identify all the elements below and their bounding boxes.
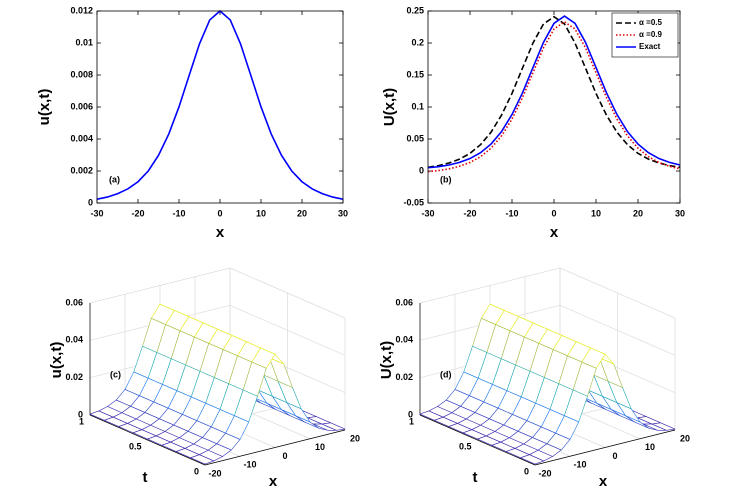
x-tick-label: 10 [315, 442, 325, 452]
data-line [427, 15, 681, 169]
y-tick-label: 0.1 [411, 101, 424, 111]
legend-label: α =0.5 [639, 18, 662, 27]
legend-label: Exact [639, 42, 661, 51]
data-line [427, 15, 681, 169]
y-axis-title: u(x,t) [36, 89, 53, 126]
x-tick-label: -20 [208, 468, 221, 478]
x-tick-label: -30 [421, 208, 434, 218]
x-tick-label: -20 [131, 208, 144, 218]
y-tick-label: 0.008 [70, 69, 93, 79]
z-tick-label: 0.04 [395, 335, 413, 345]
grid-line [559, 305, 676, 356]
y-tick-label: 0.15 [406, 69, 424, 79]
panel-label: (b) [440, 174, 452, 184]
x-tick-label: 20 [297, 208, 307, 218]
x-axis-title: x [269, 473, 278, 490]
axes-box [96, 10, 344, 204]
x-tick-label: -30 [90, 208, 103, 218]
x-tick-label: 0 [551, 208, 556, 218]
y-tick-label: 0.004 [70, 133, 93, 143]
x-axis-title: x [550, 224, 559, 241]
x-tick-label: -20 [538, 468, 551, 478]
x-tick-label: 10 [645, 442, 655, 452]
x-axis-title: x [599, 473, 608, 490]
x-tick-label: 0 [612, 451, 617, 461]
z-tick-label: 0.04 [65, 335, 83, 345]
x-tick-label: 20 [680, 433, 690, 443]
axis-line [534, 429, 676, 466]
x-tick-label: 0 [282, 451, 287, 461]
grid-line [559, 267, 676, 319]
z-axis-title: U(x,t) [378, 341, 395, 379]
axis-line [89, 414, 206, 466]
grid-line [229, 305, 346, 356]
x-tick-label: 30 [675, 208, 685, 218]
z-axis-title: u(x,t) [48, 342, 65, 379]
panel-label: (c) [110, 369, 121, 379]
x-axis-title: x [216, 224, 225, 241]
x-tick-label: -10 [243, 460, 256, 470]
x-tick-label: 0 [217, 208, 222, 218]
x-tick-label: 30 [338, 208, 348, 218]
axis-line [204, 429, 346, 466]
y-tick-label: 0.012 [70, 5, 93, 15]
x-tick-label: -10 [505, 208, 518, 218]
z-tick-label: 0.02 [65, 372, 83, 382]
x-tick-label: 20 [350, 433, 360, 443]
axes-box [427, 10, 681, 204]
x-tick-label: -20 [463, 208, 476, 218]
surface-cell [520, 454, 545, 465]
y-tick-label: 0.25 [406, 5, 424, 15]
y-tick-label: 0 [194, 466, 199, 476]
x-tick-label: -10 [573, 460, 586, 470]
y-tick-label: 0.002 [70, 165, 93, 175]
grid-line [89, 267, 231, 304]
data-line [427, 20, 681, 173]
z-tick-label: 0.02 [395, 372, 413, 382]
y-tick-label: 0.5 [459, 441, 472, 451]
z-tick-label: 0.06 [395, 297, 413, 307]
y-axis-title: U(x,t) [381, 88, 398, 126]
y-tick-label: 0.05 [406, 133, 424, 143]
y-tick-label: 0.006 [70, 101, 93, 111]
y-tick-label: 0 [88, 197, 93, 207]
y-tick-label: 0.01 [75, 37, 93, 47]
surface-cell [190, 454, 215, 465]
x-tick-label: 20 [633, 208, 643, 218]
y-tick-label: -0.05 [403, 197, 424, 207]
x-tick-label: 10 [591, 208, 601, 218]
grid-line [419, 267, 561, 304]
plot-area [97, 11, 343, 203]
x-tick-label: 10 [256, 208, 266, 218]
y-axis-title: t [473, 469, 478, 486]
y-tick-label: 1 [79, 416, 84, 426]
y-tick-label: 0.2 [411, 37, 424, 47]
z-tick-label: 0.06 [65, 297, 83, 307]
y-tick-label: 0 [524, 466, 529, 476]
grid-line [229, 267, 346, 319]
y-tick-label: 0.5 [129, 441, 142, 451]
x-tick-label: -10 [172, 208, 185, 218]
y-tick-label: 1 [409, 416, 414, 426]
panel-label: (d) [440, 369, 452, 379]
z-tick-label: 0 [408, 409, 413, 419]
z-tick-label: 0 [78, 409, 83, 419]
y-axis-title: t [143, 469, 148, 486]
panel-label: (a) [109, 174, 120, 184]
axis-line [419, 414, 536, 466]
legend-label: α =0.9 [639, 30, 662, 39]
y-tick-label: 0 [419, 165, 424, 175]
